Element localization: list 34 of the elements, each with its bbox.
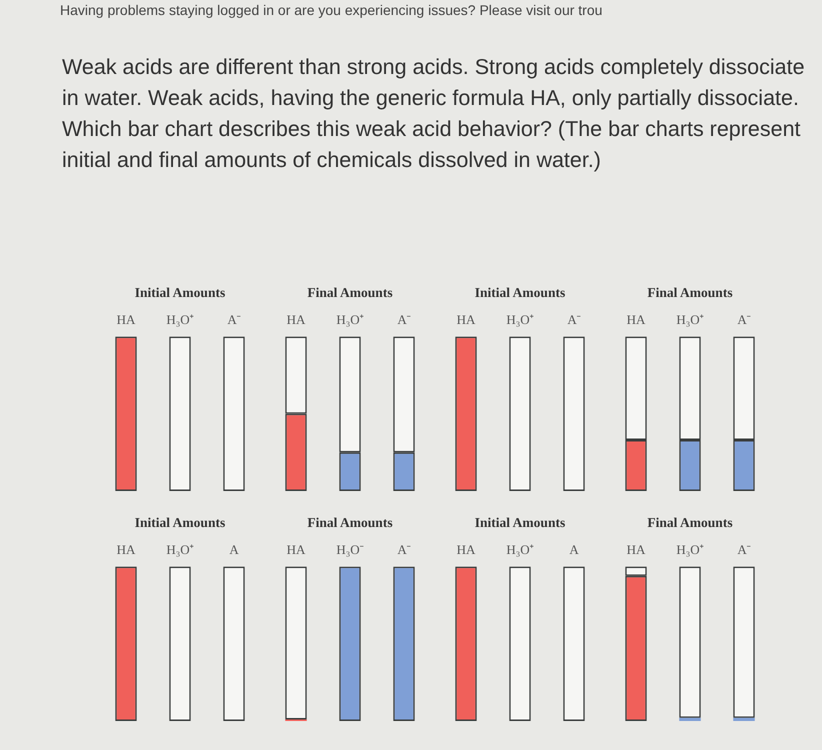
x-tick-label: A⁻ [397,542,411,558]
x-tick-label: HA [286,312,306,328]
chart-title: Final Amounts [306,285,394,302]
text: Having problems staying logged in or are you experiencing issues? Please visit our trou [60,2,604,18]
x-tick-label: H₃O⁺ [166,542,194,558]
x-tick-label: A [569,542,580,558]
x-tick-label: H₃O⁺ [506,312,534,328]
x-tick-label: A⁻ [737,542,751,558]
x-tick-label: A⁻ [567,312,581,328]
chart-title: Final Amounts [306,515,394,532]
chart-title: Initial Amounts [134,515,226,532]
x-tick-label: H₃O⁺ [336,312,364,328]
x-tick-label: A [229,542,240,558]
chart-title: Final Amounts [646,515,734,532]
x-tick-label: H₃O⁺ [166,312,194,328]
x-tick-label: A⁻ [737,312,751,328]
chart-title: Initial Amounts [474,515,566,532]
x-tick-label: A⁻ [227,312,241,328]
x-tick-label: HA [626,542,646,558]
x-tick-label: HA [456,542,476,558]
x-tick-label: H₃O⁻ [336,542,364,558]
x-tick-label: HA [116,542,136,558]
x-tick-label: HA [626,312,646,328]
x-tick-label: H₃O⁺ [676,312,704,328]
x-tick-label: HA [286,542,306,558]
x-tick-label: H₃O⁺ [676,542,704,558]
x-tick-label: A⁻ [397,312,411,328]
chart-title: Final Amounts [646,285,734,302]
x-tick-label: H₃O⁺ [506,542,534,558]
x-tick-label: HA [456,312,476,328]
chart-title: Initial Amounts [474,285,566,302]
chart-title: Initial Amounts [134,285,226,302]
text: Weak acids are different than strong acids. Strong acids completely dissociate in water. Weak acids, having the generic formula HA, only partially dissociate. Which bar chart describes this weak acid behavior? (The bar charts represent initial and final amounts of chemicals dissolved in water.) [62,54,806,174]
x-tick-label: HA [116,312,136,328]
